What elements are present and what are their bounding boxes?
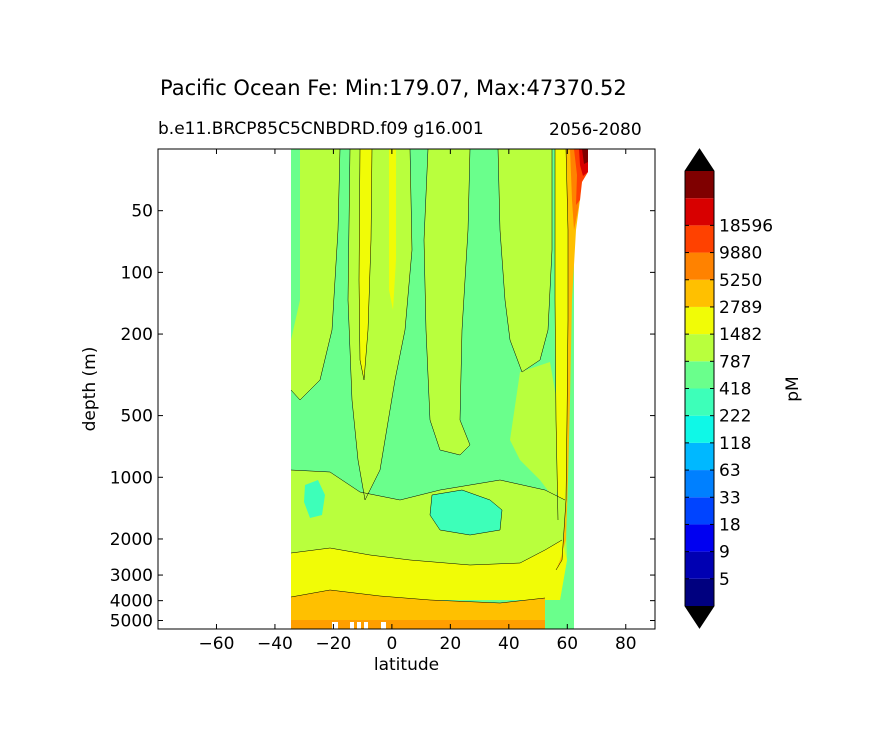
colorbar-tick-label: 1482 [719, 325, 762, 345]
colorbar-tick-label: 222 [719, 407, 751, 427]
contour-fill [556, 149, 582, 570]
colorbar-tick-label: 63 [719, 461, 741, 481]
colorbar-tick-label: 18 [719, 515, 741, 535]
plot-area [157, 148, 656, 630]
contour-line [497, 149, 553, 373]
missing-data [381, 622, 386, 629]
colorbar: 5 9 18 33 63 118 222 418 787 1482 2789 5250 9880 1859… [684, 148, 773, 629]
colorbar-swatch [685, 198, 714, 226]
colorbar-swatch [685, 551, 714, 579]
contour-line [423, 149, 471, 456]
contour-fill [359, 149, 372, 380]
colorbar-swatch [685, 306, 714, 335]
colorbar-outline [684, 148, 715, 629]
colorbar-swatch [685, 442, 714, 471]
y-tick-label: 1000 [110, 468, 153, 488]
colorbar-extend-bottom [685, 606, 714, 628]
run-name: b.e11.BRCP85C5CNBDRD.f09 g16.001 [158, 119, 484, 139]
y-axis-label: depth (m) [80, 347, 100, 432]
contour-line [290, 589, 546, 604]
y-tick-label: 200 [121, 325, 153, 345]
x-tick-label: 40 [498, 634, 520, 654]
y-tick-label: 100 [121, 263, 153, 283]
x-axis-label: latitude [374, 655, 439, 675]
contour-line [554, 149, 559, 521]
contour-line [290, 539, 563, 566]
contour-fill [304, 480, 325, 518]
colorbar-swatch [685, 415, 714, 443]
contour-fill [555, 149, 570, 520]
colorbar-swatch [685, 252, 714, 280]
colorbar-tick-label: 787 [719, 352, 751, 372]
contour-line [290, 149, 341, 401]
contour-fill [291, 149, 340, 400]
colorbar-tick-label: 5 [719, 570, 730, 590]
x-tick-label: 80 [615, 634, 637, 654]
missing-data [364, 622, 368, 629]
colorbar-swatch [685, 279, 714, 307]
colorbar-swatch [685, 225, 714, 253]
y-tick-label: 4000 [110, 592, 153, 612]
contour-fill [582, 149, 588, 164]
colorbar-swatch [685, 361, 714, 389]
x-tick-label: 20 [440, 634, 462, 654]
contour-line [358, 149, 373, 381]
contour-fill [430, 490, 502, 535]
x-tick-label: −60 [199, 634, 235, 654]
colorbar-tick-label: 418 [719, 380, 751, 400]
plot-frame [157, 148, 656, 630]
colorbar-swatch [685, 524, 714, 552]
colorbar-tick-label: 18596 [719, 216, 773, 236]
contour-fill [291, 590, 545, 629]
colorbar-swatch [685, 470, 714, 498]
y-tick-label: 2000 [110, 530, 153, 550]
missing-data [332, 622, 338, 629]
colorbar-swatch [685, 578, 714, 606]
colorbar-tick-label: 9880 [719, 244, 762, 264]
contour-fill [389, 149, 396, 310]
colorbar-tick-label: 2789 [719, 298, 762, 318]
contour-fill [291, 540, 567, 600]
contour-line [429, 489, 503, 536]
contour-fill [510, 362, 562, 500]
contour-fill [424, 149, 470, 455]
x-axis: −60 −40 −20 0 20 40 60 80 [199, 149, 637, 654]
y-tick-label: 5000 [110, 612, 153, 632]
contour-line [347, 149, 413, 501]
colorbar-swatch [685, 388, 714, 416]
colorbar-swatch [685, 497, 714, 525]
missing-data [350, 622, 354, 629]
colorbar-tick-label: 9 [719, 543, 730, 563]
colorbar-swatch [685, 171, 714, 199]
missing-data [357, 622, 361, 629]
y-tick-label: 3000 [110, 566, 153, 586]
contour-field [290, 149, 588, 629]
colorbar-label: pM [783, 376, 803, 401]
colorbar-tick-label: 5250 [719, 271, 762, 291]
colorbar-swatch [685, 334, 714, 362]
contour-fill [498, 149, 552, 372]
y-tick-label: 50 [131, 202, 153, 222]
x-tick-label: −20 [315, 634, 351, 654]
colorbar-tick-label: 33 [719, 488, 741, 508]
period-label: 2056-2080 [549, 120, 642, 140]
colorbar-tick-label: 118 [719, 434, 751, 454]
colorbar-extend-top [685, 149, 714, 171]
x-tick-label: −40 [257, 634, 293, 654]
contour-fill [291, 620, 545, 629]
contour-line [555, 149, 569, 571]
contour-line [290, 469, 566, 501]
x-tick-label: 0 [386, 634, 397, 654]
y-tick-label: 500 [121, 407, 153, 427]
x-tick-label: 60 [556, 634, 578, 654]
